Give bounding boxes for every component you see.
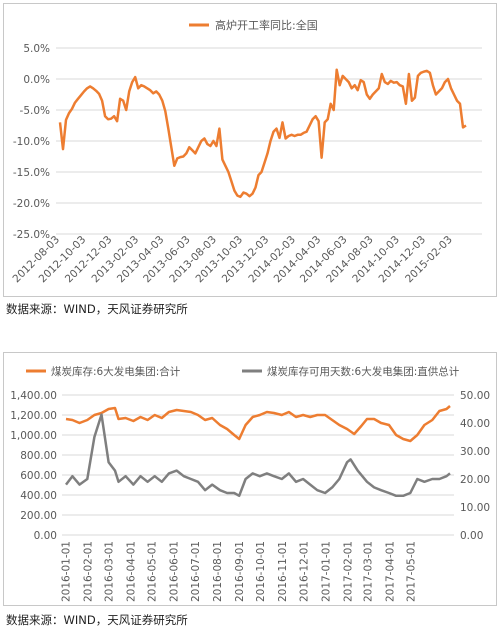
legend-label: 高炉开工率同比:全国 (215, 18, 318, 32)
x-tick-label: 2016-06-01 (169, 541, 181, 602)
y-right-tick-label: 20.00 (460, 474, 490, 486)
x-tick-label: 2017-05-01 (406, 541, 418, 602)
x-tick-label: 2017-01-01 (320, 541, 332, 602)
x-tick-label: 2016-12-01 (298, 541, 310, 602)
y-right-tick-label: 0.00 (460, 530, 483, 542)
blast-furnace-chart: 5.0%0.0%-5.0%-10.0%-15.0%-20.0%-25.0%201… (10, 18, 482, 285)
x-tick-label: 2016-08-01 (212, 541, 224, 602)
x-tick-label: 2016-05-01 (147, 541, 159, 602)
y-tick-label: 0.0% (23, 74, 50, 86)
y-left-tick-label: 0.00 (34, 530, 57, 542)
y-left-tick-label: 600.00 (20, 470, 57, 482)
source-note: 数据来源：WIND，天风证券研究所 (6, 613, 188, 627)
y-right-tick-label: 50.00 (460, 390, 490, 402)
y-tick-label: -20.0% (13, 198, 50, 210)
x-tick-label: 2016-11-01 (277, 541, 289, 602)
y-tick-label: 5.0% (23, 43, 50, 55)
y-right-tick-label: 40.00 (460, 418, 490, 430)
y-left-tick-label: 400.00 (20, 490, 57, 502)
chart-panel-blast-furnace: 5.0% 0.0% -5.0% -10.0% -15.0% -20.0% -25.0% 201… (3, 3, 497, 297)
x-tick-label: 2017-03-01 (362, 541, 374, 602)
y-tick-label: -25.0% (13, 229, 50, 241)
y-right-tick-label: 10.00 (460, 502, 490, 514)
x-tick-label: 2016-10-01 (255, 541, 267, 602)
y-left-tick-label: 1,000.00 (10, 430, 57, 442)
series-line-inventory (65, 405, 451, 443)
series-line-days (65, 413, 451, 498)
legend-label: 煤炭库存可用天数:6大发电集团:直供总计 (267, 365, 460, 378)
legend-label: 煤炭库存:6大发电集团:合计 (51, 365, 181, 378)
source-note: 数据来源：WIND，天风证券研究所 (6, 302, 188, 316)
x-tick-label: 2016-09-01 (234, 541, 246, 602)
y-tick-label: -10.0% (13, 136, 50, 148)
x-tick-label: 2016-03-01 (103, 541, 115, 602)
x-tick-label: 2017-04-01 (384, 541, 396, 602)
y-tick-label: -15.0% (13, 167, 50, 179)
series-line (58, 68, 467, 199)
coal-inventory-chart: 0.00 200.00 400.00 600.00 800.00 1,000.00 1,20… (10, 365, 490, 602)
x-tick-label: 2017-02-01 (342, 541, 354, 602)
x-tick-label: 2016-02-01 (83, 541, 95, 602)
x-tick-label: 2016-04-01 (125, 541, 137, 602)
y-left-tick-label: 1,200.00 (10, 410, 57, 422)
x-tick-label: 2016-01-01 (61, 541, 73, 602)
y-tick-label: -5.0% (20, 105, 50, 117)
y-left-tick-label: 800.00 (20, 450, 57, 462)
y-left-tick-label: 1,400.00 (10, 390, 57, 402)
chart-panel-coal-inventory: 0.00 200.00 400.00 600.00 800.00 1,000.00 1,20… (3, 352, 497, 606)
y-right-tick-label: 30.00 (460, 446, 490, 458)
x-tick-label: 2016-07-01 (190, 541, 202, 602)
y-left-tick-label: 200.00 (20, 510, 57, 522)
